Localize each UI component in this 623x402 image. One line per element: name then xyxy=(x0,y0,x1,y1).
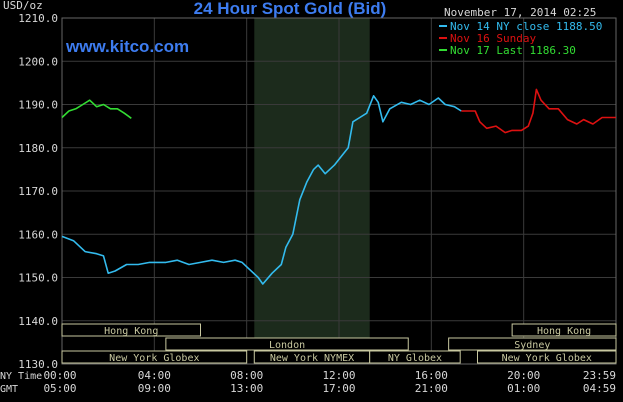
chart-title: 24 Hour Spot Gold (Bid) xyxy=(194,0,387,18)
session-label: New York Globex xyxy=(502,353,592,364)
y-tick-label: 1160.0 xyxy=(18,228,58,241)
session-box xyxy=(448,337,617,351)
x-axis-row-label: GMT xyxy=(0,384,18,395)
x-tick-label: 16:00 xyxy=(415,369,448,382)
x-axis-row-label: NY Time xyxy=(0,371,42,382)
x-tick-label: 17:00 xyxy=(322,382,355,395)
y-tick-label: 1210.0 xyxy=(18,12,58,25)
x-tick-label: 00:00 xyxy=(43,369,76,382)
x-tick-label: 04:00 xyxy=(138,369,171,382)
y-tick-label: 1180.0 xyxy=(18,142,58,155)
series-line-0 xyxy=(61,95,462,285)
session-label: Hong Kong xyxy=(104,326,158,337)
session-label: New York NYMEX xyxy=(270,353,354,364)
session-label: NY Globex xyxy=(388,353,442,364)
session-box xyxy=(477,350,617,364)
y-tick-label: 1170.0 xyxy=(18,185,58,198)
y-axis-unit: USD/oz xyxy=(3,0,43,12)
legend-item-nov16: Nov 16 Sunday xyxy=(450,32,536,45)
y-tick-label: 1190.0 xyxy=(18,99,58,112)
session-box xyxy=(61,323,201,337)
series-line-2 xyxy=(61,99,132,119)
session-label: New York Globex xyxy=(109,353,199,364)
x-tick-label: 20:00 xyxy=(507,369,540,382)
timestamp: November 17, 2014 02:25 xyxy=(444,6,596,19)
session-label: Sydney xyxy=(514,340,550,351)
y-tick-label: 1200.0 xyxy=(18,55,58,68)
y-tick-label: 1130.0 xyxy=(18,358,58,371)
x-tick-label: 21:00 xyxy=(415,382,448,395)
legend-markers xyxy=(439,25,447,51)
kitco-watermark: www.kitco.com xyxy=(65,37,189,56)
session-box xyxy=(165,337,409,351)
session-box xyxy=(511,323,617,337)
session-box xyxy=(369,350,461,364)
series-line-1 xyxy=(461,88,616,134)
x-tick-label: 04:59 xyxy=(583,382,616,395)
x-tick-label: 12:00 xyxy=(322,369,355,382)
x-tick-label: 09:00 xyxy=(138,382,171,395)
session-label: Hong Kong xyxy=(537,326,591,337)
plot-frame xyxy=(61,17,617,365)
y-tick-label: 1150.0 xyxy=(18,272,58,285)
x-tick-label: 01:00 xyxy=(507,382,540,395)
legend: Nov 14 NY close 1188.50 Nov 16 Sunday No… xyxy=(450,20,602,57)
legend-item-nov14: Nov 14 NY close 1188.50 xyxy=(450,20,602,33)
x-tick-label: 13:00 xyxy=(230,382,263,395)
session-box xyxy=(61,350,248,364)
session-label: London xyxy=(269,340,305,351)
x-tick-label: 05:00 xyxy=(43,382,76,395)
x-tick-label: 23:59 xyxy=(583,369,616,382)
y-tick-label: 1140.0 xyxy=(18,315,58,328)
x-tick-label: 08:00 xyxy=(230,369,263,382)
legend-item-nov17: Nov 17 Last 1186.30 xyxy=(450,44,576,57)
